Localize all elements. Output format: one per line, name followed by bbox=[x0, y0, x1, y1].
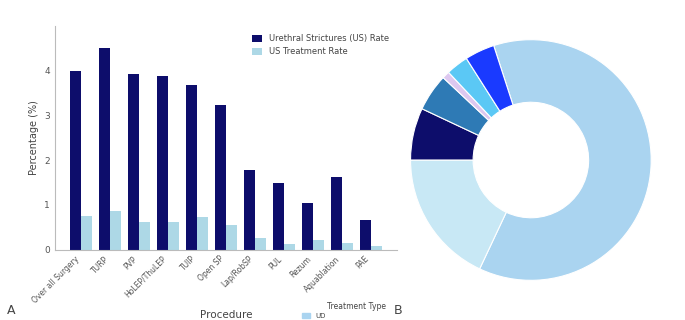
Y-axis label: Percentage (%): Percentage (%) bbox=[29, 100, 38, 175]
Wedge shape bbox=[410, 160, 506, 269]
Wedge shape bbox=[410, 109, 479, 160]
Bar bbox=[99, 48, 110, 250]
Bar bbox=[169, 222, 179, 250]
Legend: UD, DVIU, Urethroplasty, UD + DVIU, UD + Urethroplasty, DVIU + Urethroplasty, UD: UD, DVIU, Urethroplasty, UD + DVIU, UD +… bbox=[300, 300, 412, 320]
Bar bbox=[371, 246, 382, 250]
Bar bbox=[255, 238, 266, 250]
Text: B: B bbox=[394, 304, 403, 316]
Wedge shape bbox=[449, 59, 500, 118]
Wedge shape bbox=[479, 40, 651, 280]
Bar bbox=[197, 217, 208, 250]
Wedge shape bbox=[422, 78, 489, 135]
Bar bbox=[284, 244, 295, 250]
Bar bbox=[302, 203, 313, 250]
X-axis label: Procedure: Procedure bbox=[200, 310, 252, 320]
Bar bbox=[82, 216, 92, 250]
Bar bbox=[313, 240, 324, 250]
Bar bbox=[215, 105, 226, 250]
Bar bbox=[110, 211, 121, 250]
Text: A: A bbox=[7, 304, 15, 316]
Bar bbox=[128, 74, 139, 250]
Bar bbox=[342, 243, 353, 250]
Bar bbox=[244, 170, 255, 250]
Bar bbox=[186, 85, 197, 250]
Bar bbox=[139, 222, 150, 250]
Bar bbox=[360, 220, 371, 250]
Wedge shape bbox=[443, 72, 491, 120]
Wedge shape bbox=[466, 45, 513, 111]
Bar bbox=[226, 225, 237, 250]
Bar bbox=[331, 177, 342, 250]
Bar bbox=[71, 71, 82, 250]
Bar bbox=[273, 183, 284, 250]
Legend: Urethral Strictures (US) Rate, US Treatment Rate: Urethral Strictures (US) Rate, US Treatm… bbox=[248, 30, 393, 60]
Bar bbox=[157, 76, 169, 250]
